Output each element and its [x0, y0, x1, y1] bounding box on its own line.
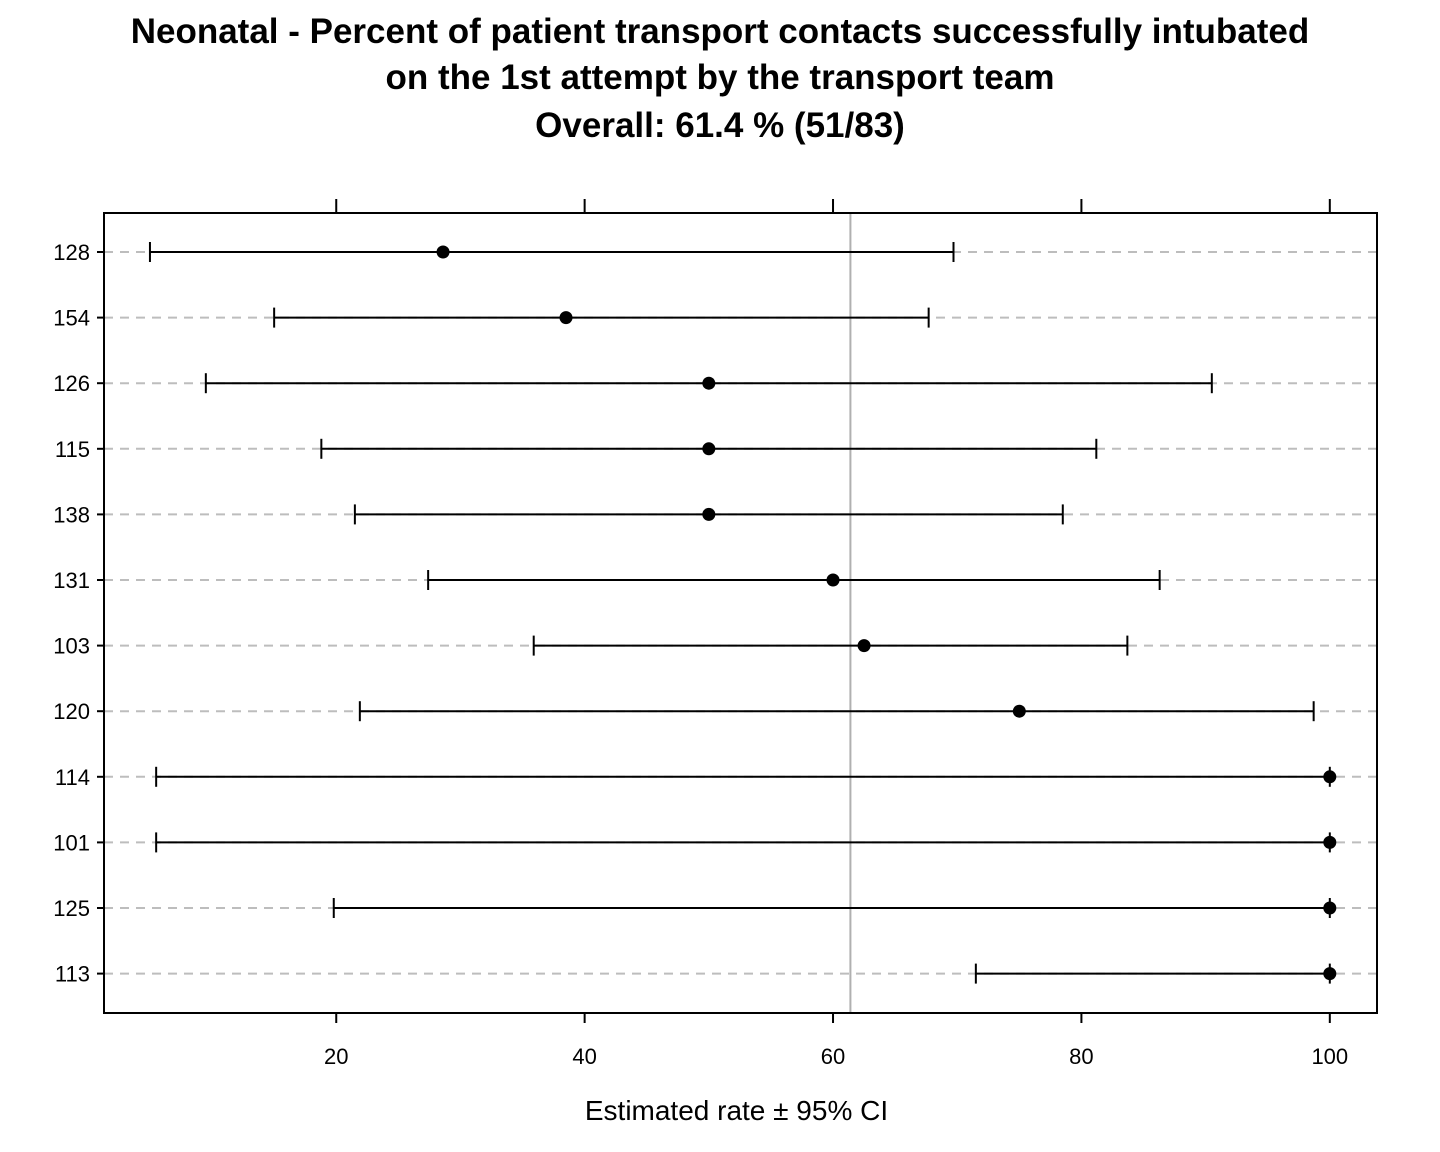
estimate-point	[702, 442, 716, 456]
estimate-point	[857, 639, 871, 653]
x-tick-label: 20	[324, 1044, 348, 1069]
plot-frame	[103, 212, 1378, 1014]
y-tick-label: 120	[53, 699, 90, 724]
y-tick-label: 125	[53, 896, 90, 921]
y-tick-label: 131	[53, 568, 90, 593]
y-tick-label: 113	[55, 962, 90, 987]
estimate-point	[1323, 835, 1337, 849]
estimate-point	[1323, 967, 1337, 981]
grid-layer	[104, 251, 1377, 975]
y-tick-label: 138	[53, 502, 90, 527]
y-tick-label: 101	[53, 830, 90, 855]
x-tick-label: 40	[572, 1044, 596, 1069]
estimate-point	[826, 573, 840, 587]
chart-title-line-3: Overall: 61.4 % (51/83)	[535, 106, 905, 145]
estimate-point	[702, 376, 716, 390]
y-tick-label: 154	[53, 306, 90, 331]
estimate-point	[1323, 770, 1337, 784]
y-tick-label: 126	[53, 371, 90, 396]
error-bars-layer	[148, 242, 1337, 984]
estimate-point	[702, 507, 716, 521]
chart-title-line-1: Neonatal - Percent of patient transport …	[130, 12, 1310, 51]
estimate-point	[1323, 901, 1337, 915]
y-tick-label: 103	[53, 634, 90, 659]
x-tick-label: 60	[821, 1044, 845, 1069]
x-axis-label: Estimated rate ± 95% CI	[585, 1095, 888, 1126]
x-tick-label: 100	[1311, 1044, 1348, 1069]
y-tick-label: 128	[53, 240, 90, 265]
axes-layer: 128 154 126 115 138 131 103 120 114 101 125 113 20 40…	[53, 199, 1348, 1069]
chart-title-line-2: on the 1st attempt by the transport team	[385, 58, 1055, 97]
x-tick-label: 80	[1069, 1044, 1093, 1069]
estimate-point	[436, 245, 450, 259]
estimate-point	[1012, 704, 1026, 718]
y-tick-label: 115	[55, 437, 90, 462]
y-tick-label: 114	[55, 765, 90, 790]
estimate-point	[559, 311, 573, 325]
